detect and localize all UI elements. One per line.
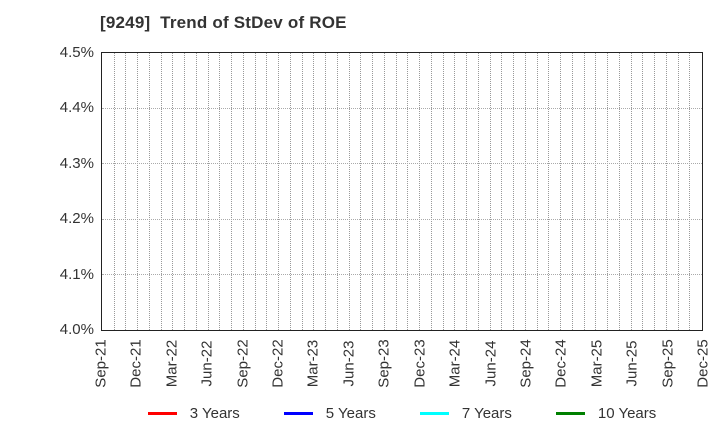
legend-item-3-years: 3 Years [147,405,240,422]
legend-line-swatch [555,412,585,415]
gridline-vertical [372,53,374,330]
gridline-vertical [348,53,350,330]
gridline-vertical [289,53,291,330]
x-tick-label: Mar-22 [163,339,181,388]
x-tick-label: Dec-22 [269,339,287,388]
gridline-vertical [301,53,303,330]
legend-label: 3 Years [189,405,240,422]
legend-item-5-years: 5 Years [283,405,376,422]
gridline-vertical [254,53,256,330]
gridline-vertical [313,53,315,330]
plot-area [101,52,703,331]
legend-line-swatch [147,412,177,415]
gridline-vertical [571,53,573,330]
x-tick-label: Sep-24 [517,339,535,388]
x-tick-label: Jun-22 [198,340,216,387]
y-tick-label: 4.2% [59,210,94,227]
gridline-vertical [184,53,186,330]
gridline-vertical [595,53,597,330]
gridline-horizontal [102,163,702,165]
gridline-horizontal [102,273,702,275]
gridline-vertical [160,53,162,330]
gridline-vertical [442,53,444,330]
gridline-vertical [137,53,139,330]
x-tick-label: Mar-23 [304,339,322,388]
x-tick-label: Dec-25 [694,339,712,388]
gridline-vertical [360,53,362,330]
x-tick-label: Jun-25 [623,340,641,387]
gridline-vertical [266,53,268,330]
y-tick-label: 4.1% [59,265,94,283]
y-tick-label: 4.5% [59,43,94,61]
gridline-vertical [501,53,503,330]
gridline-vertical [677,53,679,330]
gridline-vertical [172,53,174,330]
legend-label: 5 Years [325,405,376,422]
gridline-vertical [642,53,644,330]
legend-label: 10 Years [597,405,657,422]
legend-item-10-years: 10 Years [555,405,657,422]
gridline-horizontal [102,218,702,220]
gridline-vertical [665,53,667,330]
gridline-horizontal [102,108,702,110]
gridline-vertical [654,53,656,330]
gridline-vertical [466,53,468,330]
gridline-vertical [395,53,397,330]
y-tick-label: 4.4% [59,99,94,116]
gridline-vertical [148,53,150,330]
x-tick-label: Mar-25 [588,339,606,388]
x-tick-label: Sep-21 [92,339,110,388]
gridline-vertical [548,53,550,330]
gridline-vertical [536,53,538,330]
legend-item-7-years: 7 Years [419,405,512,422]
gridline-vertical [430,53,432,330]
x-tick-label: Jun-24 [482,340,500,387]
gridline-vertical [219,53,221,330]
gridline-vertical [477,53,479,330]
x-tick-label: Dec-24 [552,339,570,388]
gridline-vertical [524,53,526,330]
y-tick-label: 4.3% [59,154,94,172]
gridline-vertical [689,53,691,330]
gridline-vertical [278,53,280,330]
chart-title: [9249] Trend of StDev of ROE [100,13,347,32]
gridline-vertical [489,53,491,330]
gridline-vertical [419,53,421,330]
gridline-vertical [113,53,115,330]
x-tick-label: Mar-24 [446,339,464,388]
gridline-vertical [630,53,632,330]
y-tick-label: 4.0% [59,321,94,338]
legend: 3 Years 5 Years 7 Years 10 Years [101,405,703,422]
gridline-vertical [618,53,620,330]
x-tick-label: Sep-25 [659,339,677,388]
gridline-vertical [607,53,609,330]
gridline-vertical [242,53,244,330]
x-tick-label: Sep-22 [234,339,252,388]
gridline-vertical [336,53,338,330]
gridline-vertical [383,53,385,330]
x-tick-label: Dec-21 [127,339,145,388]
gridline-vertical [583,53,585,330]
x-tick-label: Dec-23 [411,339,429,388]
x-tick-label: Jun-23 [340,340,358,387]
gridline-vertical [560,53,562,330]
gridline-vertical [125,53,127,330]
legend-line-swatch [283,412,313,415]
gridline-vertical [207,53,209,330]
gridline-vertical [407,53,409,330]
legend-line-swatch [419,412,449,415]
x-tick-label: Sep-23 [375,339,393,388]
gridline-vertical [231,53,233,330]
gridline-vertical [513,53,515,330]
legend-label: 7 Years [461,405,512,422]
gridline-vertical [195,53,197,330]
gridline-vertical [325,53,327,330]
gridline-vertical [454,53,456,330]
